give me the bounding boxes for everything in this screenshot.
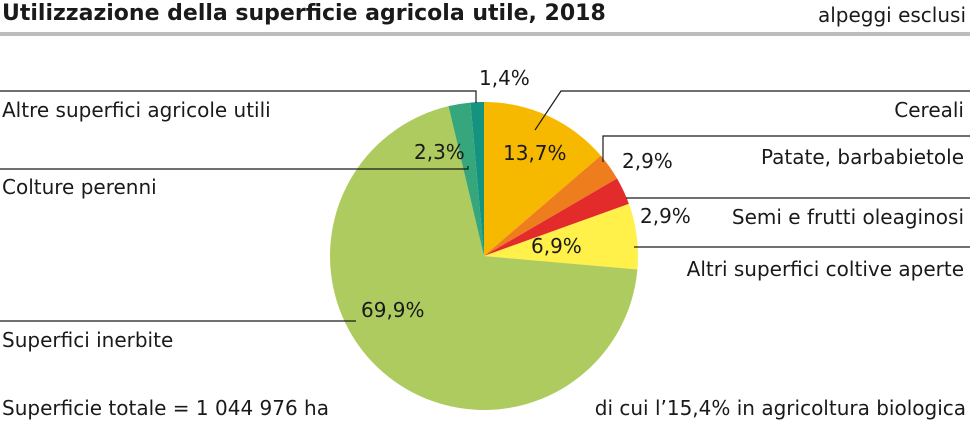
value-label-patate-barbabietole: 2,9% <box>622 149 673 173</box>
value-label-semi-oleaginosi: 2,9% <box>640 204 691 228</box>
value-label-altre-agricole-utili: 1,4% <box>479 66 530 90</box>
category-label-semi-oleaginosi: Semi e frutti oleaginosi <box>732 205 964 229</box>
chart-title: Utilizzazione della superficie agricola … <box>2 1 606 26</box>
pie-slice-colture-perenni <box>448 102 484 256</box>
leader-line-colture-perenni <box>0 166 469 170</box>
category-label-patate-barbabietole: Patate, barbabietole <box>761 145 964 169</box>
pie-slice-semi-oleaginosi <box>484 178 629 256</box>
chart-subtitle: alpeggi esclusi <box>817 3 966 27</box>
pie-slice-cereali <box>484 102 601 256</box>
pie-slice-altre-agricole-utili <box>470 102 484 256</box>
chart-labels: 13,7% Cereali 2,9% Patate, barbabietole 2,9%… <box>2 66 964 352</box>
leader-line-altre-agricole-utili <box>0 90 477 103</box>
leader-line-cereali <box>534 90 970 131</box>
category-label-altri-coltive-aperte: Altri superfici coltive aperte <box>687 257 964 281</box>
value-label-superfici-inerbite: 69,9% <box>361 298 425 322</box>
leader-line-patate-barbabietole <box>602 135 970 162</box>
pie-slice-patate-barbabietole <box>484 155 618 256</box>
leader-lines <box>0 90 970 322</box>
organic-share-note: di cui l’15,4% in agricoltura biologica <box>594 396 966 420</box>
title-divider <box>0 32 970 36</box>
value-label-altri-coltive-aperte: 6,9% <box>531 234 582 258</box>
category-label-colture-perenni: Colture perenni <box>2 175 157 199</box>
category-label-superfici-inerbite: Superfici inerbite <box>2 328 173 352</box>
pie-slice-altri-coltive-aperte <box>484 203 638 270</box>
pie-slices <box>329 102 638 410</box>
category-label-altre-agricole-utili: Altre superfici agricole utili <box>2 98 271 122</box>
category-label-cereali: Cereali <box>894 98 964 122</box>
pie-slice-superfici-inerbite <box>329 106 638 410</box>
total-area-note: Superficie totale = 1 044 976 ha <box>2 396 329 420</box>
value-label-cereali: 13,7% <box>503 141 567 165</box>
value-label-colture-perenni: 2,3% <box>414 140 465 164</box>
